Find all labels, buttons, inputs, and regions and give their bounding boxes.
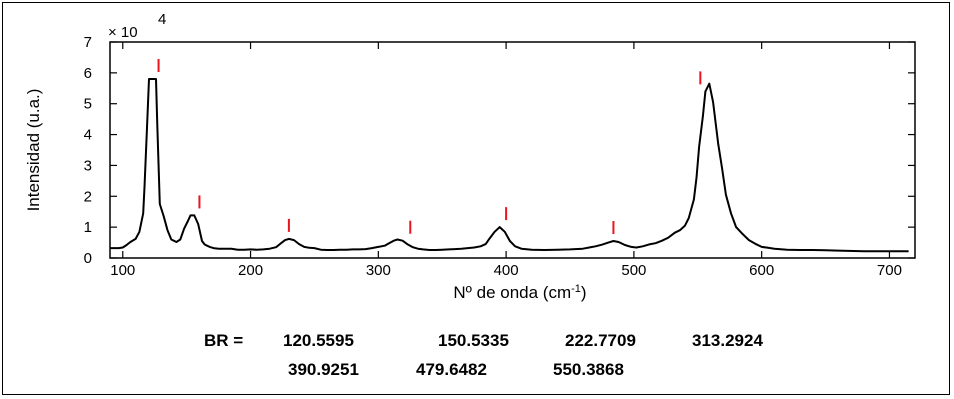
x-tick-label: 500 — [621, 262, 646, 279]
x-tick-label: 600 — [749, 262, 774, 279]
figure-frame — [2, 2, 950, 395]
spectrum-line — [110, 78, 909, 253]
y-tick-label: 6 — [84, 65, 92, 82]
x-axis-label-close: ) — [581, 283, 587, 302]
br-value: 390.9251 — [288, 360, 359, 379]
y-tick-label: 3 — [84, 157, 92, 174]
x-tick-label: 300 — [366, 262, 391, 279]
y-tick-label: 5 — [84, 96, 92, 113]
br-value: 550.3868 — [553, 360, 624, 379]
br-value: 150.5335 — [438, 331, 509, 350]
x-tick-label: 400 — [494, 262, 519, 279]
br-value: 313.2924 — [692, 331, 763, 350]
x-tick-label: 100 — [110, 262, 135, 279]
y-multiplier-base: × 10 — [108, 24, 138, 41]
br-value: 479.6482 — [416, 360, 487, 379]
y-tick-label: 1 — [84, 219, 92, 236]
y-multiplier: × 10 — [108, 24, 138, 41]
y-tick-label: 2 — [84, 188, 92, 205]
br-value: 120.5595 — [283, 331, 354, 350]
y-tick-label: 0 — [84, 250, 92, 267]
y-tick-label: 7 — [84, 34, 92, 51]
br-value: 222.7709 — [565, 331, 636, 350]
y-axis-label: Intensidad (u.a.) — [24, 89, 43, 212]
br-values-row-2: 390.9251 479.6482 550.3868 — [288, 360, 624, 379]
br-label: BR = — [204, 331, 243, 350]
plot-area — [109, 41, 916, 259]
y-multiplier-exponent: 4 — [158, 11, 166, 28]
y-tick-label: 4 — [84, 127, 92, 144]
x-tick-label: 200 — [238, 262, 263, 279]
x-axis-label: Nº de onda (cm-1) — [453, 283, 586, 302]
x-tick-label: 700 — [877, 262, 902, 279]
br-values-row-1: 120.5595 150.5335 222.7709 313.2924 — [283, 331, 763, 350]
x-axis-label-sup: -1 — [571, 283, 581, 295]
x-axis-label-main: Nº de onda (cm — [453, 283, 571, 302]
